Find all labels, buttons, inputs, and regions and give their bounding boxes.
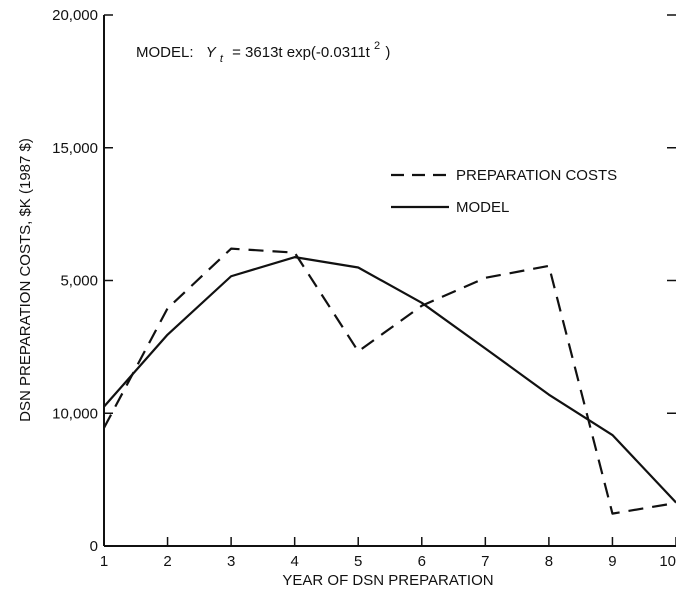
x-axis-ticks: 1 2 3 4 5 6 7 8 9 10: [100, 537, 676, 570]
legend-label-model: MODEL: [456, 199, 509, 216]
x-tick-label: 2: [163, 553, 171, 570]
y-tick-label: 5,000: [60, 273, 98, 290]
x-tick-label: 9: [608, 553, 616, 570]
series-line-preparation-costs: [103, 247, 676, 515]
legend-label-preparation-costs: PREPARATION COSTS: [456, 167, 617, 184]
annotation-y-symbol: Y: [206, 44, 217, 61]
x-tick-label: 10: [659, 553, 676, 570]
y-tick-label: 0: [90, 538, 98, 555]
legend: PREPARATION COSTS MODEL: [391, 167, 617, 216]
x-tick-label: 7: [481, 553, 489, 570]
series-layer: [103, 247, 676, 515]
x-axis-title: YEAR OF DSN PREPARATION: [282, 572, 493, 589]
x-tick-label: 5: [354, 553, 362, 570]
x-tick-label: 3: [227, 553, 235, 570]
model-equation-annotation: MODEL: Y t = 3613t exp(-0.0311t 2 ): [136, 36, 390, 66]
y-axis-title: DSN PREPARATION COSTS, $K (1987 $): [17, 138, 34, 422]
annotation-suffix: ): [385, 44, 390, 61]
annotation-y-subscript: t: [220, 53, 224, 65]
y-tick-label: 10,000: [52, 405, 98, 422]
annotation-equation: = 3613t exp(-0.0311t: [232, 44, 371, 61]
y-tick-label: 20,000: [52, 7, 98, 24]
x-tick-label: 8: [545, 553, 553, 570]
x-tick-label: 4: [290, 553, 298, 570]
x-tick-label: 6: [418, 553, 426, 570]
annotation-prefix: MODEL:: [136, 44, 194, 61]
axes: [103, 15, 676, 547]
series-line-model: [103, 256, 676, 504]
y-tick-label: 15,000: [52, 140, 98, 157]
x-tick-label: 1: [100, 553, 108, 570]
y-axis-ticks: 0 10,000 5,000 15,000 20,000: [52, 7, 676, 555]
annotation-exponent: 2: [374, 40, 380, 52]
